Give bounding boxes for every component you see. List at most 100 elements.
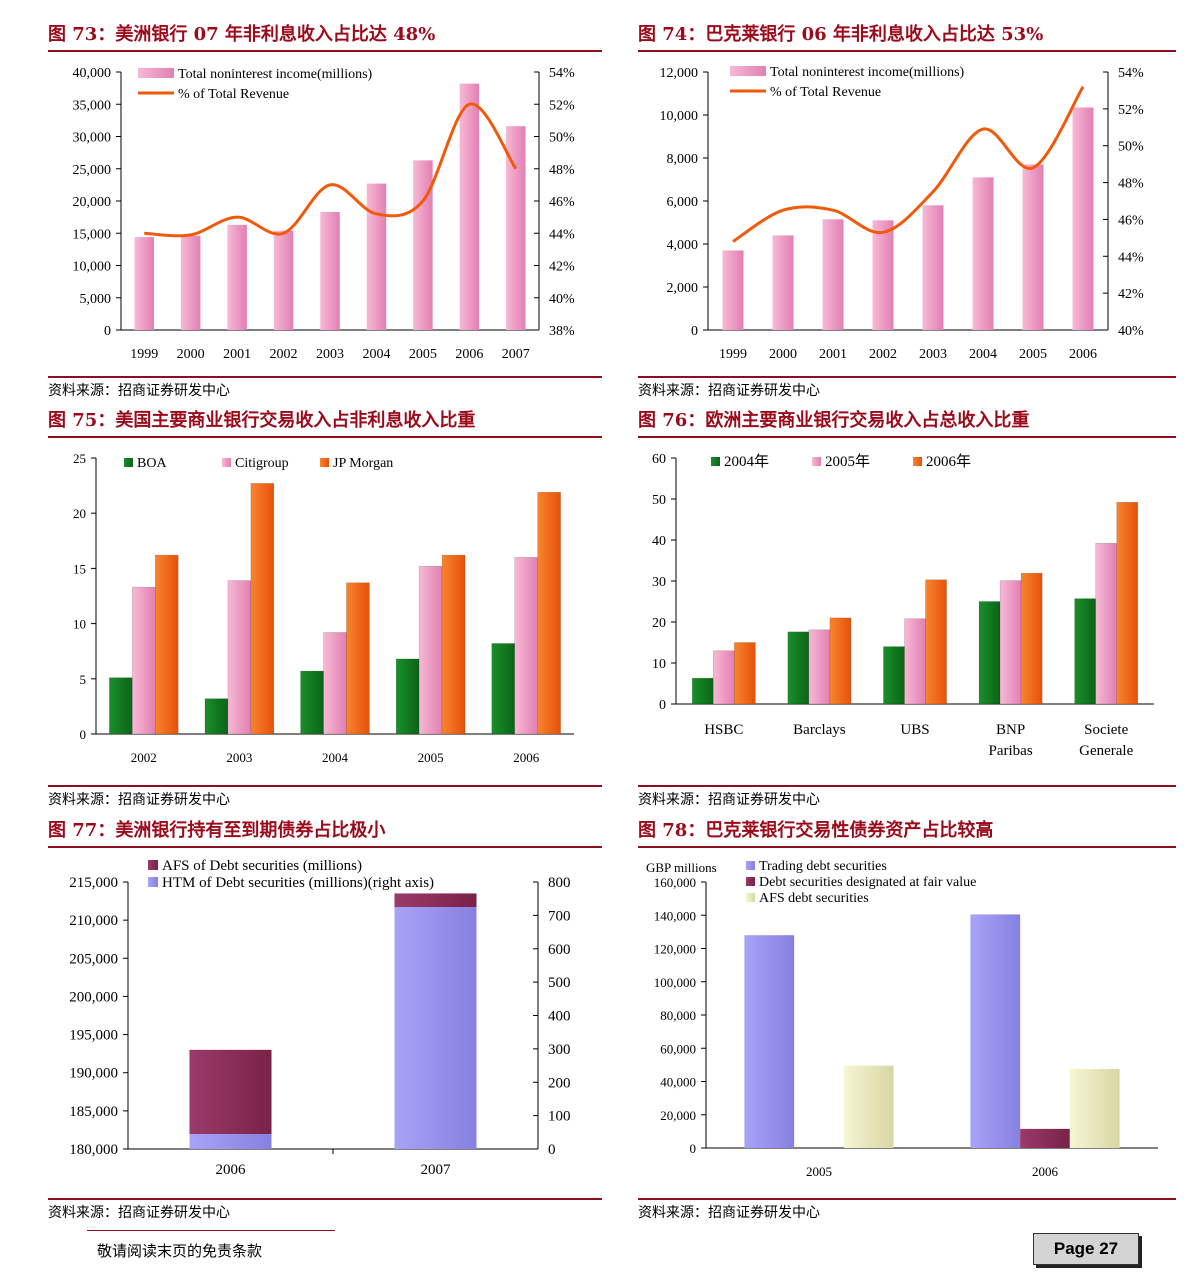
y2-tick-label: 52% bbox=[549, 98, 575, 113]
bar bbox=[822, 219, 844, 330]
bar bbox=[537, 491, 561, 735]
bar bbox=[1022, 164, 1044, 330]
y-tick-label: 185,000 bbox=[69, 1104, 118, 1120]
y2-tick-label: 600 bbox=[548, 942, 571, 958]
bar bbox=[1069, 1069, 1120, 1148]
bar bbox=[506, 126, 526, 331]
y-tick-label: 15 bbox=[73, 561, 86, 576]
y2-tick-label: 800 bbox=[548, 875, 571, 891]
bar bbox=[1074, 598, 1096, 705]
bar bbox=[155, 554, 179, 735]
y-tick-label: 210,000 bbox=[69, 913, 118, 929]
bar bbox=[722, 250, 744, 330]
bar-afs bbox=[189, 1049, 272, 1149]
x-tick-label: 2000 bbox=[177, 347, 205, 362]
x-tick-label: HSBC bbox=[704, 722, 743, 738]
bar bbox=[808, 629, 831, 705]
bar bbox=[999, 580, 1022, 705]
y-tick-label: 80,000 bbox=[660, 1008, 696, 1023]
bar bbox=[273, 230, 294, 330]
title-rule bbox=[638, 436, 1176, 438]
x-tick-label: 2006 bbox=[455, 347, 483, 362]
y-tick-label: 0 bbox=[690, 1141, 697, 1156]
y2-tick-label: 300 bbox=[548, 1042, 571, 1058]
bar bbox=[418, 565, 443, 735]
x-tick-label: 2003 bbox=[316, 347, 344, 362]
title-rule bbox=[48, 50, 602, 52]
bar bbox=[872, 220, 894, 330]
legend-label: Debt securities designated at fair value bbox=[759, 875, 976, 890]
y-tick-label: 50 bbox=[652, 493, 666, 508]
chart-svg: 160,000 140,000 120,000 100,000 80,000 60,000… bbox=[646, 859, 1158, 1179]
chart-svg: 215,000 210,000 205,000 200,000 195,000 190,0… bbox=[69, 858, 571, 1178]
legend-swatch bbox=[913, 457, 922, 466]
y2-tick-label: 40% bbox=[1118, 324, 1144, 339]
legend-label: Total noninterest income(millions) bbox=[770, 65, 965, 80]
y-tick-label: 60,000 bbox=[660, 1041, 696, 1056]
y-tick-label: 4,000 bbox=[667, 238, 699, 253]
y-tick-label: 0 bbox=[104, 324, 111, 339]
bar bbox=[787, 631, 810, 705]
bar bbox=[395, 658, 420, 735]
bar bbox=[972, 177, 994, 330]
y2-tick-label: 0 bbox=[548, 1142, 556, 1158]
bar bbox=[366, 183, 387, 330]
chart-78: 160,000 140,000 120,000 100,000 80,000 60,000… bbox=[638, 854, 1176, 1184]
y2-tick-label: 50% bbox=[549, 131, 575, 146]
source-rule bbox=[48, 1198, 602, 1200]
bar bbox=[883, 646, 905, 705]
legend-swatch bbox=[148, 860, 158, 870]
x-tick-label: 1999 bbox=[719, 347, 747, 362]
legend-swatch bbox=[148, 877, 158, 887]
y2-tick-label: 46% bbox=[1118, 213, 1144, 228]
x-tick-label: 2007 bbox=[502, 347, 530, 362]
bar bbox=[1020, 572, 1043, 705]
y-tick-label: 180,000 bbox=[69, 1142, 118, 1158]
x-tick-label: 2002 bbox=[131, 750, 157, 765]
y-tick-label: 120,000 bbox=[654, 942, 696, 957]
source-text: 资料来源：招商证券研发中心 bbox=[638, 1205, 820, 1221]
x-tick-label: 2003 bbox=[226, 750, 252, 765]
figure-title: 图 76：欧洲主要商业银行交易收入占总收入比重 bbox=[638, 410, 1030, 431]
source-rule bbox=[638, 376, 1176, 378]
y-tick-label: 40 bbox=[652, 534, 666, 549]
bar bbox=[323, 632, 347, 735]
y-tick-label: 8,000 bbox=[667, 152, 699, 167]
y-tick-label: 10,000 bbox=[660, 109, 699, 124]
y-tick-label: 140,000 bbox=[654, 908, 696, 923]
bar bbox=[227, 224, 247, 330]
bar bbox=[744, 935, 795, 1148]
chart-73: 40,000 35,000 30,000 25,000 20,000 15,000 10,0… bbox=[48, 58, 600, 388]
y2-tick-label: 200 bbox=[548, 1075, 571, 1091]
bar bbox=[320, 211, 340, 330]
source-text: 资料来源：招商证券研发中心 bbox=[48, 792, 230, 808]
x-tick-label: 2005 bbox=[418, 750, 444, 765]
bar bbox=[132, 586, 156, 735]
title-rule bbox=[48, 846, 602, 848]
legend-swatch-bar bbox=[730, 66, 766, 76]
y-tick-label: 25,000 bbox=[73, 163, 112, 178]
y2-tick-label: 500 bbox=[548, 975, 571, 991]
source-rule bbox=[638, 1198, 1176, 1200]
legend-swatch bbox=[746, 893, 755, 902]
y2-tick-label: 100 bbox=[548, 1109, 571, 1125]
x-tick-label: 2000 bbox=[769, 347, 797, 362]
legend-swatch bbox=[711, 457, 720, 466]
bar bbox=[829, 617, 852, 705]
bar bbox=[925, 579, 947, 705]
bar bbox=[300, 670, 324, 735]
y-tick-label: 0 bbox=[80, 727, 87, 742]
bar bbox=[491, 643, 515, 735]
legend-label: JP Morgan bbox=[333, 456, 393, 471]
chart-svg: 12,000 10,000 8,000 6,000 4,000 2,000 0 54% 52% 5… bbox=[660, 65, 1145, 362]
y2-tick-label: 700 bbox=[548, 908, 571, 924]
y-tick-label: 25 bbox=[73, 451, 86, 466]
bar bbox=[713, 650, 735, 705]
source-rule bbox=[48, 376, 602, 378]
bar-htm bbox=[189, 1133, 272, 1149]
y-tick-label: 40,000 bbox=[73, 66, 112, 81]
chart-75: 25 20 15 10 5 0 2002 2003 2004 2005 2006 BOA Citigro… bbox=[48, 446, 600, 776]
y-tick-label: 35,000 bbox=[73, 98, 112, 113]
y-tick-label: 200,000 bbox=[69, 989, 118, 1005]
y2-tick-label: 48% bbox=[549, 163, 575, 178]
